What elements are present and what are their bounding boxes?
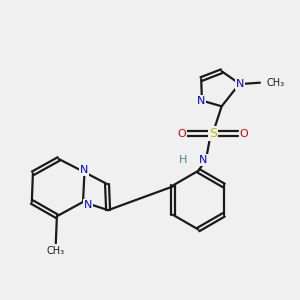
Text: N: N [84,200,93,210]
Text: O: O [239,129,248,139]
Text: N: N [197,96,206,106]
Text: O: O [177,129,186,139]
Text: N: N [199,155,207,165]
Text: H: H [179,155,188,165]
Text: CH₃: CH₃ [266,78,284,88]
Text: N: N [236,79,244,89]
Text: CH₃: CH₃ [46,246,64,256]
Text: N: N [80,165,88,176]
Text: S: S [209,128,217,140]
